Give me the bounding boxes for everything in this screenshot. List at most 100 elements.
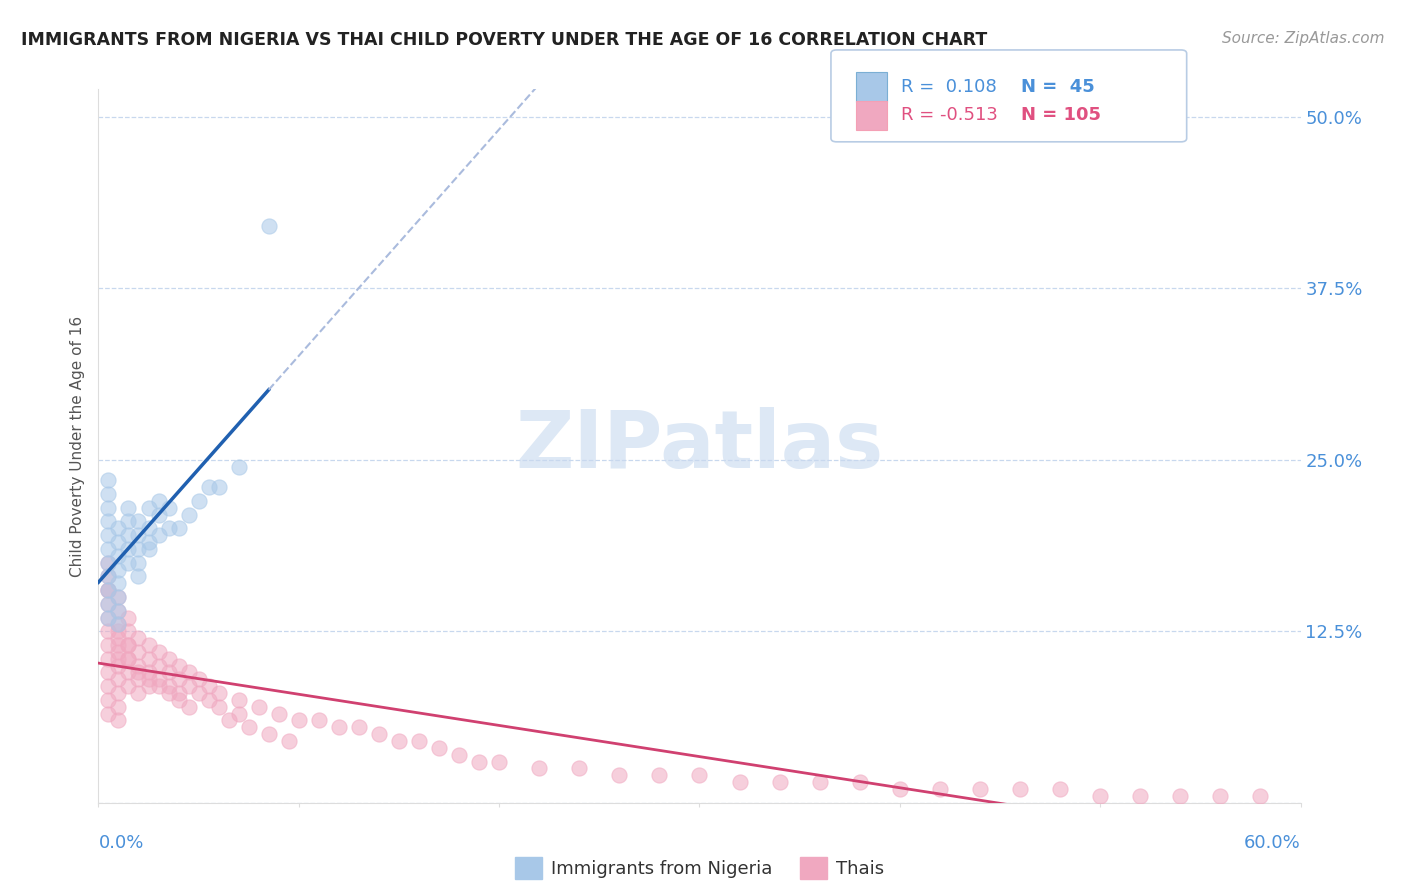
Point <box>117 610 139 624</box>
Point <box>107 699 129 714</box>
Point <box>148 679 170 693</box>
Point <box>1088 789 1111 803</box>
Point <box>208 699 231 714</box>
Point <box>368 727 391 741</box>
Point <box>388 734 411 748</box>
Point <box>157 686 180 700</box>
Point <box>107 549 129 563</box>
Point <box>107 604 129 618</box>
Point <box>187 494 209 508</box>
Point <box>117 528 139 542</box>
Point <box>117 638 139 652</box>
Point <box>347 720 370 734</box>
Point <box>97 665 120 680</box>
Point <box>177 699 200 714</box>
Text: N = 105: N = 105 <box>1021 106 1101 124</box>
Point <box>97 569 120 583</box>
Point <box>117 665 139 680</box>
Point <box>138 679 160 693</box>
Point <box>107 638 129 652</box>
Point <box>128 673 150 687</box>
Point <box>167 693 190 707</box>
Point <box>97 679 120 693</box>
Point <box>107 651 129 665</box>
Point <box>97 597 120 611</box>
Y-axis label: Child Poverty Under the Age of 16: Child Poverty Under the Age of 16 <box>70 316 86 576</box>
Point <box>238 720 260 734</box>
Point <box>468 755 491 769</box>
Point <box>97 583 120 598</box>
Point <box>97 541 120 556</box>
Point <box>177 665 200 680</box>
Point <box>97 638 120 652</box>
Point <box>138 521 160 535</box>
Point <box>97 624 120 639</box>
Point <box>117 651 139 665</box>
Point <box>128 528 150 542</box>
Point <box>1129 789 1152 803</box>
Point <box>97 610 120 624</box>
Point <box>97 651 120 665</box>
Point <box>308 714 330 728</box>
Point <box>187 673 209 687</box>
Point <box>97 528 120 542</box>
Point <box>128 631 150 645</box>
Point <box>157 521 180 535</box>
Point <box>138 651 160 665</box>
Point <box>117 638 139 652</box>
Point <box>97 610 120 624</box>
Point <box>277 734 299 748</box>
Point <box>197 679 219 693</box>
Point <box>408 734 430 748</box>
Text: Source: ZipAtlas.com: Source: ZipAtlas.com <box>1222 31 1385 46</box>
Point <box>427 740 450 755</box>
Point <box>97 569 120 583</box>
Point <box>267 706 290 721</box>
Point <box>97 597 120 611</box>
Point <box>167 658 190 673</box>
Legend: Immigrants from Nigeria, Thais: Immigrants from Nigeria, Thais <box>508 850 891 887</box>
Point <box>167 521 190 535</box>
Point <box>447 747 470 762</box>
Point <box>107 617 129 632</box>
Point <box>117 515 139 529</box>
Point <box>529 762 551 776</box>
Point <box>929 782 952 797</box>
Point <box>208 686 231 700</box>
Point <box>107 604 129 618</box>
Point <box>97 556 120 570</box>
Point <box>138 673 160 687</box>
Point <box>228 459 250 474</box>
Point <box>117 541 139 556</box>
Point <box>107 645 129 659</box>
Point <box>107 576 129 591</box>
Point <box>148 645 170 659</box>
Point <box>609 768 631 782</box>
Point <box>148 508 170 522</box>
Point <box>107 714 129 728</box>
Point <box>138 535 160 549</box>
Point <box>107 562 129 576</box>
Point <box>107 521 129 535</box>
Point <box>288 714 311 728</box>
Point <box>328 720 350 734</box>
Point <box>128 686 150 700</box>
Point <box>1049 782 1071 797</box>
Point <box>107 535 129 549</box>
Point <box>148 658 170 673</box>
Point <box>97 583 120 598</box>
Point <box>107 673 129 687</box>
Point <box>107 631 129 645</box>
Point <box>769 775 792 789</box>
Text: N =  45: N = 45 <box>1021 78 1094 96</box>
Point <box>117 624 139 639</box>
Point <box>148 494 170 508</box>
Point <box>128 569 150 583</box>
Text: R = -0.513: R = -0.513 <box>901 106 998 124</box>
Point <box>228 693 250 707</box>
Point <box>107 658 129 673</box>
Point <box>138 665 160 680</box>
Point <box>157 500 180 515</box>
Point <box>1209 789 1232 803</box>
Point <box>257 219 280 234</box>
